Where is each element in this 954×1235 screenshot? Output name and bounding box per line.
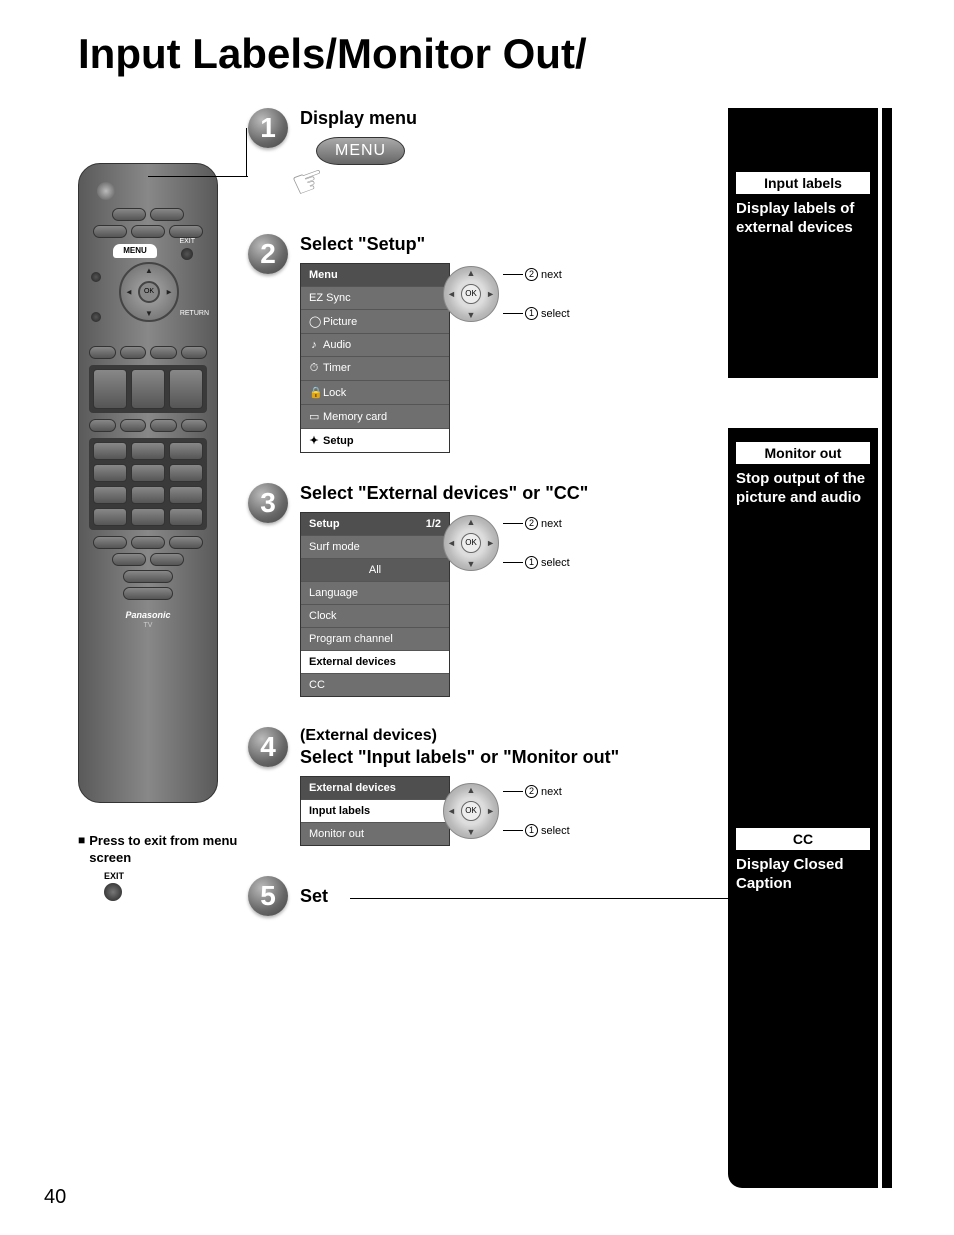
panel-header: Menu <box>301 264 449 286</box>
ok-wheel-callout: ▲ ▼ ◄ ► OK 2next 1select <box>443 515 570 571</box>
sidebar-text: Stop output of the picture and audio <box>728 464 878 508</box>
panel-item: EZ Sync <box>301 286 449 309</box>
remote-brand: Panasonic <box>89 610 207 620</box>
step-title: Display menu <box>300 108 728 129</box>
panel-header: External devices <box>301 777 449 799</box>
right-column: Input labels Display labels of external … <box>728 108 878 946</box>
remote-menu-button: MENU <box>113 244 157 258</box>
exit-button-label: EXIT <box>104 871 258 881</box>
remote-shift-block <box>89 365 207 413</box>
step-number: 3 <box>248 483 288 523</box>
step-number: 2 <box>248 234 288 274</box>
remote-brand-sub: TV <box>89 622 207 629</box>
panel-item: Monitor out <box>301 822 449 845</box>
panel-item: ◯Picture <box>301 309 449 333</box>
menu-panel: Menu EZ Sync◯Picture♪Audio⏱Timer🔒Lock▭Me… <box>300 263 450 453</box>
exit-button-icon <box>104 883 122 901</box>
panel-item: ✦Setup <box>301 428 449 452</box>
step-3: 3 Select "External devices" or "CC" Setu… <box>248 483 728 697</box>
step-number: 1 <box>248 108 288 148</box>
ok-wheel-icon: ▲ ▼ ◄ ► OK <box>443 783 499 839</box>
ok-wheel-icon: ▲ ▼ ◄ ► OK <box>443 266 499 322</box>
sidebar-badge: CC <box>736 828 870 850</box>
step-number: 4 <box>248 727 288 767</box>
remote-numpad <box>89 438 207 530</box>
step-title: Select "Setup" <box>300 234 728 255</box>
step-2: 2 Select "Setup" Menu EZ Sync◯Picture♪Au… <box>248 234 728 453</box>
remote-ok-button: OK <box>138 281 160 303</box>
step-title: Set <box>300 886 328 907</box>
sidebar-badge: Monitor out <box>736 442 870 464</box>
panel-item: All <box>301 558 449 581</box>
step-title: Select "External devices" or "CC" <box>300 483 728 504</box>
panel-item: ▭Memory card <box>301 404 449 428</box>
remote-exit-button <box>181 248 193 260</box>
panel-item: External devices <box>301 650 449 673</box>
set-leader-line <box>350 898 728 899</box>
sidebar-badge: Input labels <box>736 172 870 194</box>
sidebar: Input labels Display labels of external … <box>728 108 878 1188</box>
panel-item: Surf mode <box>301 535 449 558</box>
panel-item: Language <box>301 581 449 604</box>
step-pretitle: (External devices) <box>300 727 728 745</box>
exit-note-text: Press to exit from menu screen <box>89 833 258 867</box>
wheel-ok-label: OK <box>461 284 481 304</box>
panel-item: Program channel <box>301 627 449 650</box>
steps-column: 1 Display menu MENU ☞ 2 Select "Setup" <box>248 108 728 946</box>
sidebar-text: Display labels of external devices <box>728 194 878 238</box>
menu-button-graphic: MENU <box>316 137 405 165</box>
remote-return-label: RETURN <box>180 310 209 317</box>
external-devices-panel: External devices Input labelsMonitor out <box>300 776 450 846</box>
ok-wheel-icon: ▲ ▼ ◄ ► OK <box>443 515 499 571</box>
step-5: 5 Set <box>248 876 728 916</box>
step-4: 4 (External devices) Select "Input label… <box>248 727 728 846</box>
remote-exit-label: EXIT <box>179 238 195 245</box>
sidebar-box-cc: CC Display Closed Caption <box>728 598 878 1188</box>
panel-item: ♪Audio <box>301 333 449 356</box>
ok-wheel-callout: ▲ ▼ ◄ ► OK 2next 1select <box>443 266 570 322</box>
setup-panel: Setup1/2 Surf modeAllLanguageClockProgra… <box>300 512 450 697</box>
manual-page: Input Labels/Monitor Out/ MENU EXIT ▲▼◄►… <box>0 0 954 1235</box>
panel-item: CC <box>301 673 449 696</box>
page-number: 40 <box>44 1186 66 1209</box>
ir-led-icon <box>97 182 115 200</box>
panel-item: 🔒Lock <box>301 380 449 404</box>
remote-control-illustration: MENU EXIT ▲▼◄► OK RETURN <box>78 163 218 803</box>
sidebar-edge <box>882 108 892 1188</box>
step-number: 5 <box>248 876 288 916</box>
panel-item: Input labels <box>301 799 449 822</box>
sidebar-box-input-labels: Input labels Display labels of external … <box>728 108 878 378</box>
left-column: MENU EXIT ▲▼◄► OK RETURN <box>78 108 248 946</box>
content-row: MENU EXIT ▲▼◄► OK RETURN <box>78 108 954 946</box>
sidebar-text: Display Closed Caption <box>728 850 878 894</box>
remote-dpad: ▲▼◄► OK <box>119 262 179 322</box>
sidebar-box-monitor-out: Monitor out Stop output of the picture a… <box>728 428 878 598</box>
panel-header: Setup1/2 <box>301 513 449 535</box>
step-title: Select "Input labels" or "Monitor out" <box>300 747 728 768</box>
step-1: 1 Display menu MENU ☞ <box>248 108 728 204</box>
exit-note: ■ Press to exit from menu screen EXIT <box>78 833 258 901</box>
panel-item: Clock <box>301 604 449 627</box>
bullet-icon: ■ <box>78 833 85 849</box>
page-title: Input Labels/Monitor Out/ <box>78 30 954 78</box>
ok-wheel-callout: ▲ ▼ ◄ ► OK 2next 1select <box>443 783 570 839</box>
panel-item: ⏱Timer <box>301 356 449 380</box>
